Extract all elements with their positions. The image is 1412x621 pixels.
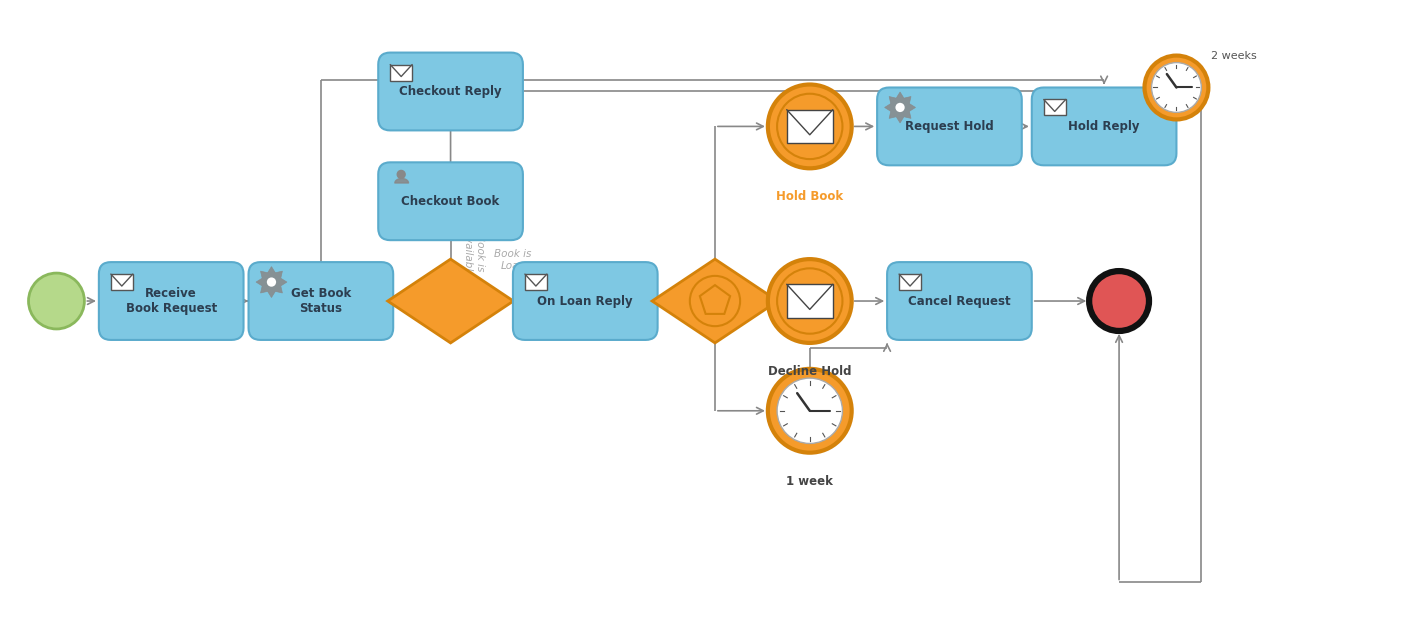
- FancyBboxPatch shape: [110, 274, 133, 290]
- FancyBboxPatch shape: [513, 262, 658, 340]
- Text: Get Book
Status: Get Book Status: [291, 287, 352, 315]
- FancyBboxPatch shape: [390, 65, 412, 81]
- FancyBboxPatch shape: [378, 53, 522, 130]
- FancyBboxPatch shape: [1032, 88, 1176, 165]
- Text: Hold Book: Hold Book: [777, 190, 843, 203]
- Circle shape: [1145, 55, 1209, 119]
- FancyBboxPatch shape: [99, 262, 243, 340]
- Text: 2 weeks: 2 weeks: [1211, 50, 1257, 61]
- FancyBboxPatch shape: [887, 262, 1032, 340]
- Text: Checkout Reply: Checkout Reply: [400, 85, 501, 98]
- FancyBboxPatch shape: [525, 274, 546, 290]
- Circle shape: [768, 259, 851, 343]
- FancyBboxPatch shape: [786, 110, 833, 143]
- Circle shape: [1089, 271, 1149, 331]
- Text: 1 week: 1 week: [786, 474, 833, 487]
- Polygon shape: [256, 266, 287, 297]
- FancyBboxPatch shape: [1043, 99, 1066, 116]
- Circle shape: [777, 378, 843, 443]
- Circle shape: [777, 268, 843, 333]
- Polygon shape: [652, 259, 778, 343]
- FancyBboxPatch shape: [899, 274, 921, 290]
- Text: Decline Hold: Decline Hold: [768, 365, 851, 378]
- FancyBboxPatch shape: [786, 284, 833, 318]
- Text: Checkout Book: Checkout Book: [401, 195, 500, 208]
- Text: Hold Reply: Hold Reply: [1069, 120, 1139, 133]
- Circle shape: [777, 94, 843, 159]
- Text: Book is
Loan: Book is Loan: [494, 250, 532, 271]
- Text: Book is
Available: Book is Available: [463, 229, 486, 276]
- Text: Cancel Request: Cancel Request: [908, 294, 1011, 307]
- Text: Request Hold: Request Hold: [905, 120, 994, 133]
- Circle shape: [768, 369, 851, 453]
- FancyBboxPatch shape: [877, 88, 1022, 165]
- Circle shape: [1152, 63, 1202, 112]
- Polygon shape: [884, 92, 915, 123]
- Circle shape: [768, 84, 851, 168]
- Text: On Loan Reply: On Loan Reply: [538, 294, 633, 307]
- Circle shape: [895, 103, 905, 112]
- Polygon shape: [388, 259, 514, 343]
- Circle shape: [397, 170, 405, 178]
- FancyBboxPatch shape: [378, 162, 522, 240]
- Text: Receive
Book Request: Receive Book Request: [126, 287, 217, 315]
- FancyBboxPatch shape: [249, 262, 393, 340]
- Circle shape: [28, 273, 85, 329]
- Circle shape: [267, 278, 277, 287]
